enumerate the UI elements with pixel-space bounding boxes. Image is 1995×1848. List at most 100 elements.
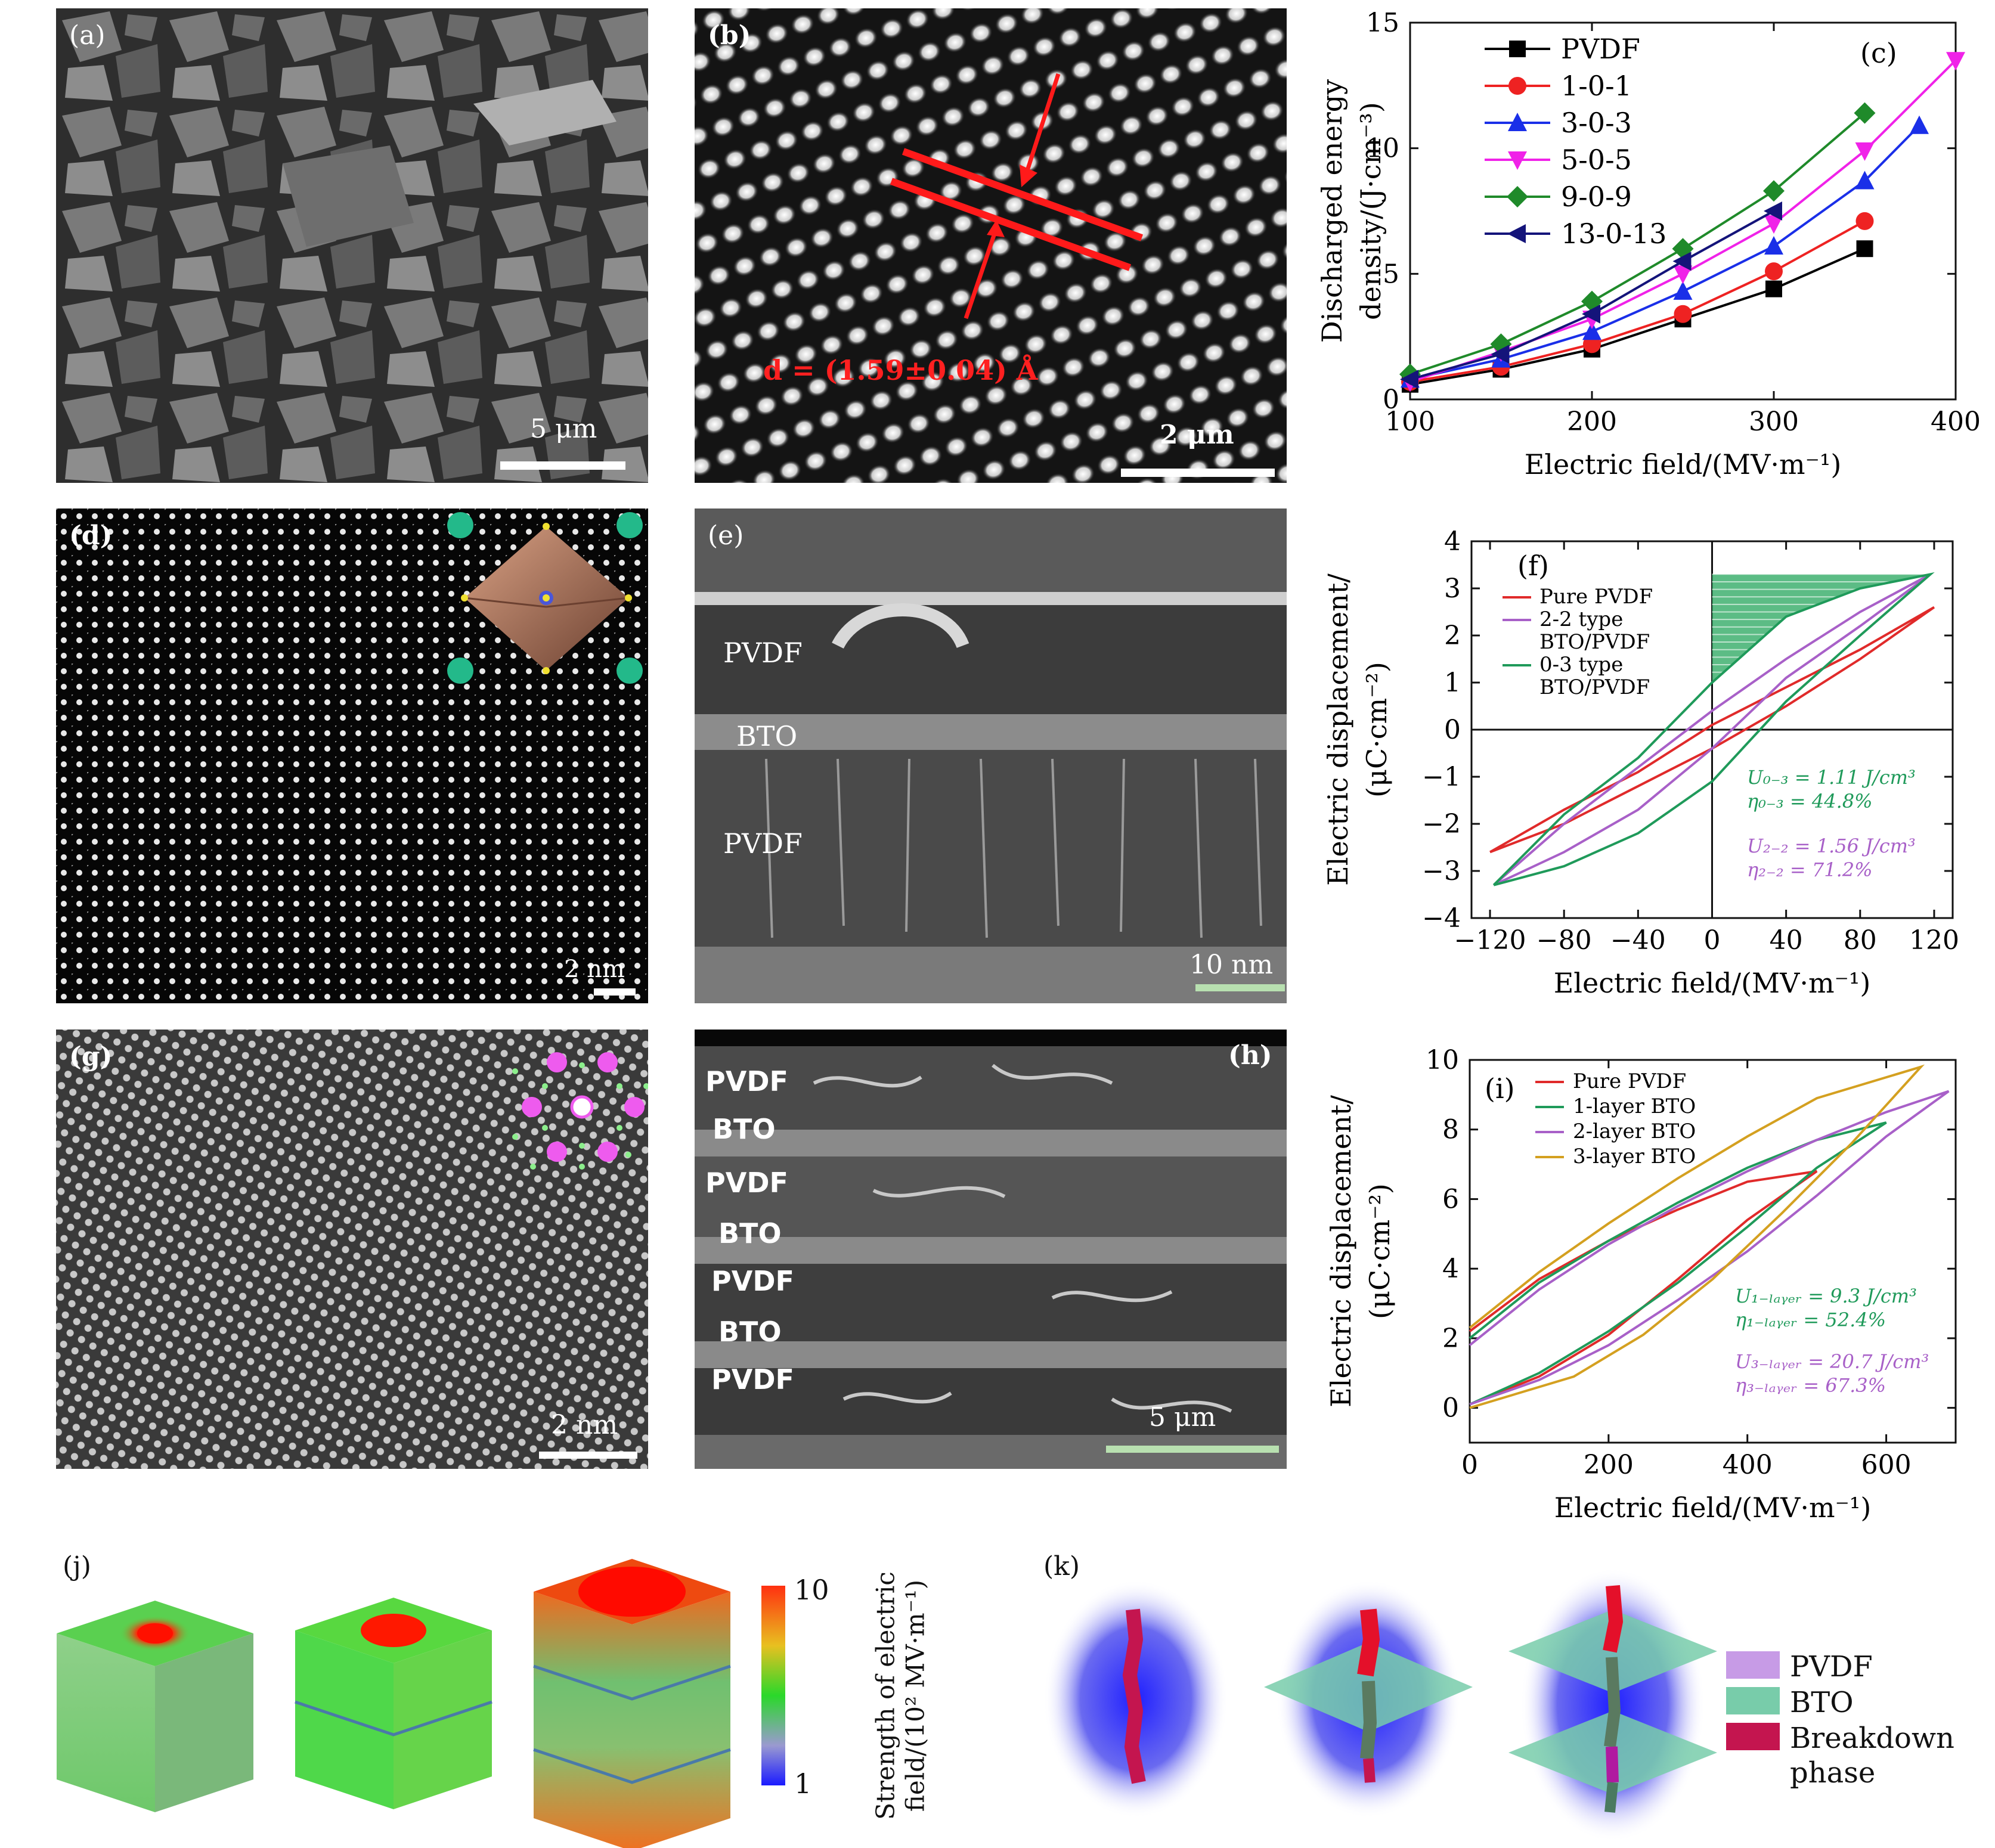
legend-label-phase: phase (1790, 1756, 1876, 1790)
chart-c-svg: 100 200 300 400 0 5 10 15 Electric field/(MV·m⁻¹… (1316, 8, 1981, 480)
scale-bar-label: 2 nm (564, 956, 625, 983)
x-tick-label: 400 (1723, 1450, 1773, 1480)
y-tick-label: −3 (1422, 856, 1461, 886)
y-axis-label: density/(J·cm⁻³) (1355, 102, 1387, 320)
panel-a-sem-image: (a) 5 μm (56, 8, 648, 483)
panel-h-multilayer-section: PVDF BTO PVDF BTO PVDF BTO PVDF (h) 5 μm (695, 1030, 1287, 1469)
data-point (1764, 201, 1782, 221)
x-tick-label: 80 (1844, 925, 1877, 956)
panel-d-stem-image: (d) 2 nm (56, 508, 648, 1003)
colorbar-title-line2: field/(10² MV·m⁻¹) (900, 1579, 930, 1812)
legend-label: 9-0-9 (1561, 181, 1632, 213)
layer-label-bto: BTO (736, 720, 798, 752)
data-point (1764, 235, 1783, 255)
chart-f: −120 −80 −40 0 40 80 120 −4 −3 −2 −1 0 1 2 3 4 Electric … (1306, 513, 1991, 1013)
series-line-3-0-3 (1409, 125, 1920, 381)
y-tick-label: 6 (1442, 1184, 1459, 1214)
y-tick-label: 4 (1444, 526, 1461, 557)
y-axis-label: Discharged energy (1316, 79, 1348, 343)
loop-0-3 type BTO/PVDF (1492, 572, 1935, 886)
legend-marker (1508, 77, 1526, 95)
legend-label-bto: BTO (1790, 1686, 1854, 1719)
legend-marker (1509, 41, 1526, 57)
legend-label: Pure PVDF (1539, 585, 1653, 609)
annotation-u-0-3: U₀₋₃ = 1.11 J/cm³ (1747, 766, 1916, 789)
legend-label: 1-layer BTO (1573, 1094, 1696, 1118)
layer-label-pvdf: PVDF (723, 827, 803, 860)
layer-label-pvdf: PVDF (705, 1167, 788, 1199)
x-tick-label: 400 (1931, 407, 1981, 437)
series-line-5-0-5 (1409, 59, 1957, 383)
cube-single-pvdf (57, 1601, 253, 1812)
legend-label-pvdf: PVDF (1790, 1650, 1873, 1683)
layer-label-bto: BTO (718, 1217, 782, 1249)
panel-label: (b) (708, 20, 751, 51)
y-axis-label: Electric displacement/ (1325, 1095, 1357, 1407)
data-point (1673, 265, 1693, 284)
legend-label: 5-0-5 (1561, 144, 1632, 176)
data-point (1855, 142, 1875, 161)
colorbar (761, 1586, 785, 1785)
series-line-1-0-1 (1409, 220, 1866, 383)
annotation-eta-1-layer: η₁₋ₗₐᵧₑᵣ = 52.4% (1735, 1309, 1886, 1331)
x-tick-label: −80 (1536, 925, 1592, 956)
colorbar-min: 1 (794, 1768, 812, 1800)
layer-label-pvdf: PVDF (723, 637, 803, 669)
panel-g-hrtem-image: (g) 2 nm (56, 1030, 648, 1469)
legend-label: 2-2 type (1539, 607, 1623, 631)
cube-one-layer-bto (295, 1598, 492, 1809)
y-tick-label: 0 (1383, 385, 1399, 415)
layer-label-pvdf: PVDF (705, 1065, 788, 1097)
legend-label: 3-layer BTO (1573, 1145, 1696, 1168)
data-point (1582, 321, 1601, 340)
y-axis-label: Electric displacement/ (1322, 573, 1354, 886)
legend-swatch-pvdf (1726, 1651, 1780, 1679)
y-tick-label: 5 (1383, 259, 1399, 289)
scale-bar-label: 5 μm (1149, 1402, 1216, 1432)
panel-label: (c) (1860, 37, 1897, 69)
cube-multilayer-bto (533, 1559, 731, 1848)
scale-bar-label: 5 μm (530, 414, 597, 444)
legend-swatch-breakdown (1726, 1723, 1780, 1750)
scale-bar-label: 2 μm (1160, 420, 1234, 450)
panel-label: (e) (708, 520, 744, 551)
panel-label: (j) (63, 1551, 91, 1582)
legend-swatch-bto (1726, 1687, 1780, 1714)
y-tick-label: 10 (1366, 134, 1399, 164)
y-tick-label: 0 (1442, 1393, 1459, 1424)
x-axis-label: Electric field/(MV·m⁻¹) (1554, 967, 1871, 999)
loop-2-layer BTO (1469, 1090, 1950, 1406)
scale-bar-label: 10 nm (1189, 950, 1274, 980)
panel-label: (g) (69, 1041, 113, 1072)
series-line-9-0-9 (1409, 112, 1866, 376)
lattice-spacing-label: d = (1.59±0.04) Å (763, 354, 1038, 386)
x-axis-label: Electric field/(MV·m⁻¹) (1554, 1492, 1872, 1524)
legend-label: 0-3 type (1539, 653, 1623, 677)
legend-label: Pure PVDF (1573, 1069, 1686, 1093)
legend-label: 2-layer BTO (1573, 1120, 1696, 1143)
x-tick-label: 40 (1770, 925, 1803, 956)
colorbar-max: 10 (794, 1574, 829, 1606)
panel-k-breakdown-simulation: (k) PVDF BTO Breakdown phase (1014, 1544, 1991, 1848)
y-tick-label: 2 (1444, 621, 1461, 651)
data-point (1672, 252, 1692, 271)
loop-Pure PVDF (1489, 606, 1935, 854)
y-axis-label: (μC·cm⁻²) (1364, 1183, 1396, 1319)
legend-label: PVDF (1561, 33, 1640, 65)
panel-label: (k) (1043, 1551, 1080, 1582)
legend-label: 3-0-3 (1561, 107, 1632, 139)
x-axis-label: Electric field/(MV·m⁻¹) (1525, 448, 1842, 480)
y-tick-label: 4 (1442, 1254, 1459, 1284)
annotation-u-3-layer: U₃₋ₗₐᵧₑᵣ = 20.7 J/cm³ (1735, 1350, 1929, 1373)
y-tick-label: 1 (1444, 668, 1461, 698)
legend-label: 13-0-13 (1561, 218, 1666, 250)
series-line-PVDF (1409, 247, 1866, 386)
y-tick-label: 3 (1444, 573, 1461, 604)
legend-marker (1508, 113, 1527, 131)
data-point (1854, 102, 1876, 124)
data-point (1946, 52, 1965, 71)
data-point (1910, 115, 1929, 134)
x-tick-label: 0 (1461, 1450, 1478, 1480)
panel-j-field-simulation: (j) 10 1 Strength of electric field/(10²… (36, 1544, 990, 1848)
plot-frame (1409, 21, 1957, 401)
